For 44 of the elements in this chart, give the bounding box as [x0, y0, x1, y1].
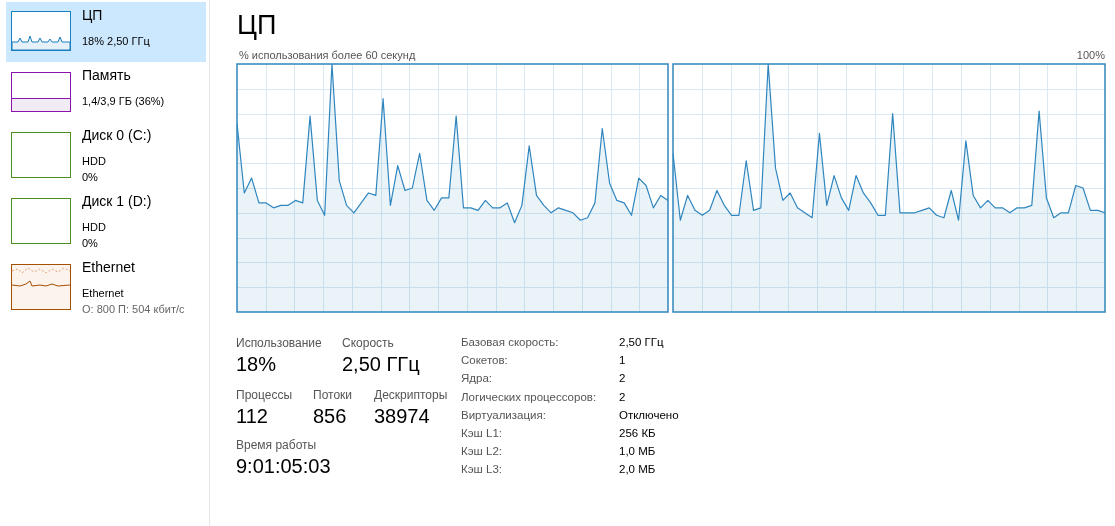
text: 18% 2,50 ГГц [82, 35, 150, 47]
text: 1,4/3,9 ГБ (36%) [82, 95, 165, 107]
text: Базовая скорость: [461, 336, 559, 348]
chart-title: ЦП [237, 10, 277, 41]
text: 0% [82, 171, 98, 183]
text: 256 КБ [619, 427, 656, 439]
text: 1 [619, 354, 626, 367]
text: Использование [236, 336, 322, 350]
text: Ethernet [82, 287, 124, 299]
text: Кэш L1: [461, 427, 502, 439]
text: Диск 1 (D:) [82, 193, 152, 209]
text: Логических процессоров: [461, 390, 597, 403]
text: Виртуализация: [461, 408, 546, 421]
text: Кэш L3: [461, 463, 502, 476]
text: 1,0 МБ [619, 445, 656, 458]
text: 9:01:05:03 [236, 455, 331, 478]
text: 2 [619, 390, 626, 403]
text: Скорость [342, 336, 394, 350]
text: 2,0 МБ [619, 463, 656, 476]
text: HDD [82, 155, 106, 167]
text: Ядра: [461, 372, 493, 385]
text: 38974 [374, 405, 430, 428]
text: Сокетов: [461, 354, 508, 367]
text: Кэш L2: [461, 445, 502, 458]
text: 2,50 ГГц [342, 353, 420, 376]
chart-subtitle: % использования более 60 секунд [239, 49, 416, 61]
text: ЦП [82, 7, 103, 23]
text: 100% [1075, 49, 1105, 61]
text: Время работы [236, 438, 317, 452]
text: Диск 0 (C:) [82, 127, 152, 143]
text: 0% [82, 237, 98, 249]
text: Отключено [619, 408, 679, 421]
text: 856 [313, 405, 347, 428]
text: HDD [82, 221, 106, 233]
text: Потоки [313, 388, 353, 402]
text: Память [82, 67, 131, 83]
text: 2,50 ГГц [619, 336, 664, 348]
text: Дескрипторы [374, 388, 448, 402]
text: 2 [619, 372, 626, 385]
text: О: 800 П: 504 кбит/с [82, 303, 185, 315]
text: Ethernet [82, 259, 135, 275]
text: 112 [236, 405, 268, 428]
text: 18% [236, 353, 277, 376]
text: Процессы [236, 388, 293, 402]
